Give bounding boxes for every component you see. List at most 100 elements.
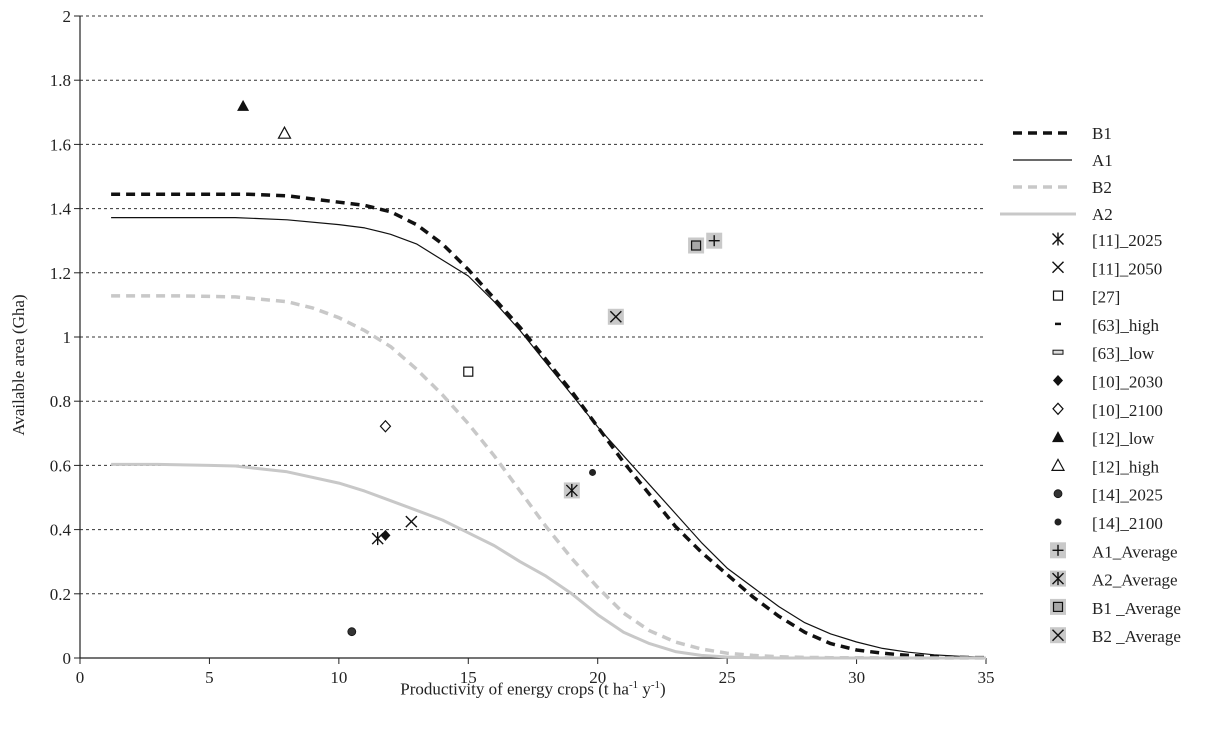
marker-shape bbox=[379, 419, 392, 433]
x-axis-title-sup1: -1 bbox=[628, 679, 639, 691]
x-axis-title-sup2: -1 bbox=[650, 679, 661, 691]
y-tick-label: 1.8 bbox=[50, 71, 71, 90]
legend-marker bbox=[1052, 431, 1064, 443]
data-point bbox=[589, 468, 597, 476]
marker-stroke bbox=[609, 310, 622, 323]
data-point bbox=[237, 99, 250, 111]
legend-marker bbox=[1054, 518, 1062, 526]
marker-stroke bbox=[1052, 629, 1064, 642]
legend-label: [10]_2030 bbox=[1092, 373, 1163, 392]
x-tick-label: 10 bbox=[330, 668, 347, 687]
marker-shape bbox=[690, 240, 702, 251]
marker-shape bbox=[463, 366, 474, 377]
x-axis-title-post: ) bbox=[660, 679, 666, 699]
data-point bbox=[563, 482, 580, 499]
legend: B1 A1 B2 A2 [11]_2025 [11]_2050 [27] [63]_high [… bbox=[1000, 124, 1181, 646]
legend-label: A1_Average bbox=[1092, 542, 1178, 561]
x-tick-label: 35 bbox=[978, 668, 995, 687]
legend-marker bbox=[1050, 458, 1066, 471]
legend-marker bbox=[1050, 598, 1066, 615]
legend-marker bbox=[1052, 261, 1064, 274]
legend-label: [63]_low bbox=[1092, 344, 1155, 363]
x-tick-label: 15 bbox=[460, 668, 477, 687]
y-tick-label: 2 bbox=[63, 7, 72, 26]
x-tick-label: 0 bbox=[76, 668, 85, 687]
series-line-a1 bbox=[111, 217, 987, 658]
y-tick-label: 0.6 bbox=[50, 456, 71, 475]
marker-shape bbox=[380, 529, 391, 541]
series-line-a2 bbox=[111, 462, 986, 660]
gridlines bbox=[80, 15, 986, 595]
marker-shape bbox=[1050, 458, 1066, 471]
legend-label: [27] bbox=[1092, 288, 1120, 307]
legend-marker bbox=[1050, 570, 1066, 587]
marker-shape bbox=[1052, 431, 1064, 443]
legend-label: A2 bbox=[1092, 205, 1113, 224]
marker-shape bbox=[1052, 402, 1064, 416]
y-tick-labels: 0 0.2 0.4 0.6 0.8 1 1.2 1.4 1.6 1.8 2 bbox=[50, 7, 72, 668]
legend-label: A1 bbox=[1092, 151, 1113, 170]
legend-marker bbox=[1052, 349, 1064, 355]
legend-marker bbox=[1052, 232, 1064, 246]
marker-shape bbox=[1052, 349, 1064, 355]
data-point bbox=[405, 515, 418, 528]
legend-label: [12]_low bbox=[1092, 429, 1155, 448]
series-line-b1 bbox=[111, 192, 987, 660]
y-tick-label: 0.2 bbox=[50, 585, 71, 604]
marker-shape bbox=[1053, 489, 1063, 499]
x-tick-label: 20 bbox=[589, 668, 606, 687]
data-point bbox=[371, 532, 384, 546]
y-tick-label: 1 bbox=[63, 328, 72, 347]
y-tick-label: 1.6 bbox=[50, 135, 71, 154]
legend-label: [12]_high bbox=[1092, 457, 1160, 476]
y-tick-label: 0.4 bbox=[50, 521, 72, 540]
legend-label: [10]_2100 bbox=[1092, 401, 1163, 420]
legend-label: [14]_2025 bbox=[1092, 486, 1163, 505]
marker-shape bbox=[277, 125, 292, 139]
x-tick-label: 25 bbox=[719, 668, 736, 687]
series-lines bbox=[111, 192, 987, 660]
y-tick-label: 0.8 bbox=[50, 392, 71, 411]
legend-marker bbox=[1052, 402, 1064, 416]
y-axis-title: Available area (Gha) bbox=[9, 294, 28, 435]
x-tick-labels: 0 5 10 15 20 25 30 35 bbox=[76, 668, 995, 687]
x-axis-title-mid: y bbox=[638, 679, 651, 699]
marker-shape bbox=[237, 99, 250, 111]
marker-shape bbox=[1052, 601, 1064, 613]
marker-shape bbox=[1052, 290, 1064, 301]
legend-marker bbox=[1053, 489, 1063, 499]
marker-shape bbox=[347, 627, 357, 637]
marker-stroke bbox=[1052, 261, 1064, 274]
data-point bbox=[463, 366, 474, 377]
data-point bbox=[347, 627, 357, 637]
y-tick-label: 1.4 bbox=[50, 200, 72, 219]
marker-shape bbox=[1053, 375, 1063, 386]
x-tick-label: 30 bbox=[848, 668, 865, 687]
data-point bbox=[380, 529, 391, 541]
data-point bbox=[706, 232, 723, 249]
marker-stroke bbox=[405, 515, 418, 528]
legend-label: [63]_high bbox=[1092, 316, 1160, 335]
legend-label: B2 _Average bbox=[1092, 627, 1181, 646]
marker-shape bbox=[589, 468, 597, 476]
x-axis-title: Productivity of energy crops (t ha-1 y-1… bbox=[80, 679, 986, 700]
legend-label: [14]_2100 bbox=[1092, 514, 1163, 533]
legend-label: B1 bbox=[1092, 124, 1112, 143]
legend-marker bbox=[1053, 375, 1063, 386]
legend-label: B1 _Average bbox=[1092, 599, 1181, 618]
y-tick-label: 1.2 bbox=[50, 264, 71, 283]
data-point bbox=[277, 125, 292, 139]
legend-label: B2 bbox=[1092, 178, 1112, 197]
data-point bbox=[607, 308, 624, 325]
legend-marker bbox=[1050, 627, 1066, 644]
legend-marker bbox=[1050, 542, 1066, 559]
data-point bbox=[379, 419, 392, 433]
marker-shape bbox=[1054, 518, 1062, 526]
legend-marker bbox=[1052, 290, 1064, 301]
series-line-b2 bbox=[111, 294, 986, 660]
legend-label: A2_Average bbox=[1092, 571, 1178, 590]
y-tick-label: 0 bbox=[63, 649, 72, 668]
legend-label: [11]_2050 bbox=[1092, 259, 1162, 278]
legend-label: [11]_2025 bbox=[1092, 231, 1162, 250]
